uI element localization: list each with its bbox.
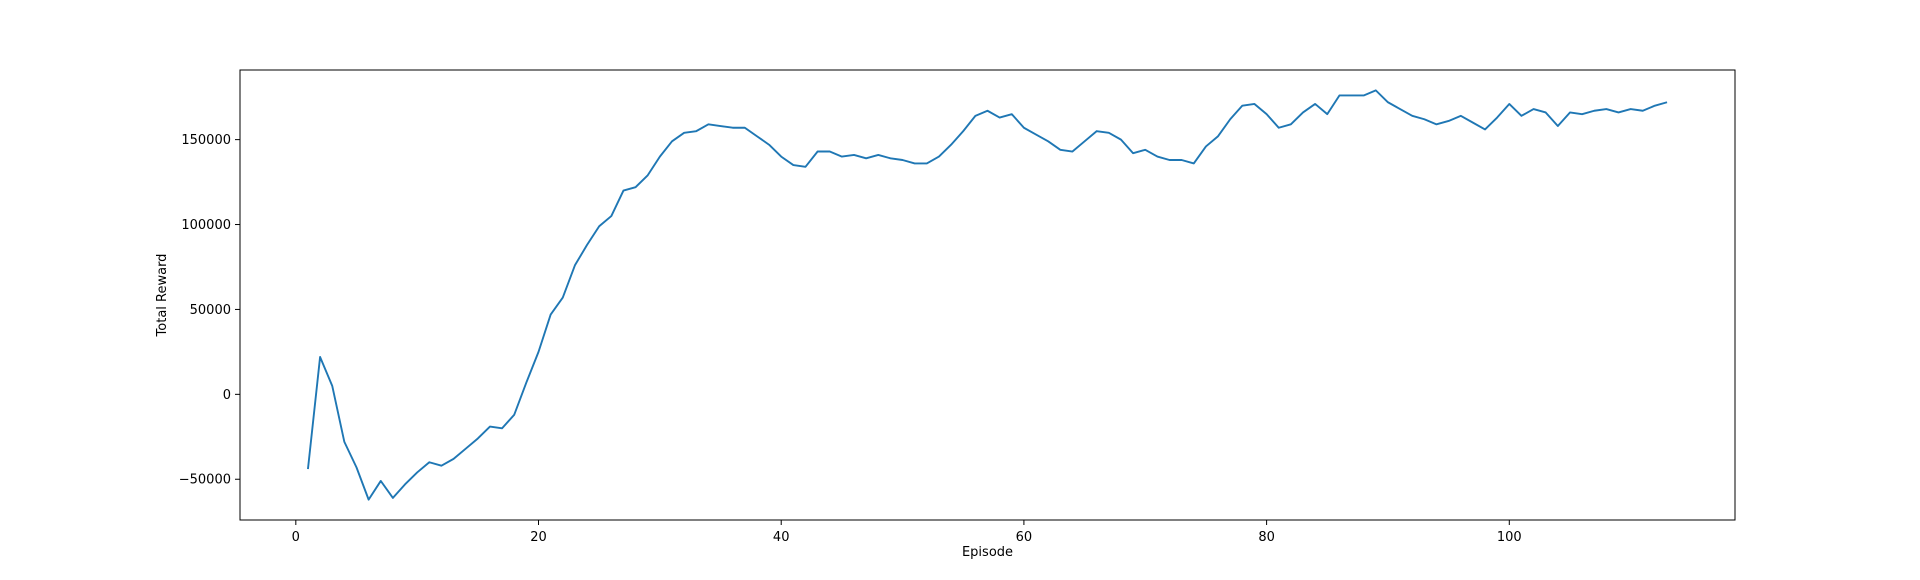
x-tick-label: 100 <box>1497 530 1522 545</box>
y-tick-label: 100000 <box>181 218 231 233</box>
x-tick-label: 60 <box>1016 530 1033 545</box>
y-tick-label: −50000 <box>179 473 231 488</box>
x-tick-label: 80 <box>1258 530 1275 545</box>
y-axis-label: Total Reward <box>155 254 170 338</box>
x-tick-label: 40 <box>773 530 790 545</box>
x-tick-label: 20 <box>530 530 547 545</box>
y-tick-label: 0 <box>223 388 231 403</box>
y-tick-label: 150000 <box>181 133 231 148</box>
series-layer <box>307 89 1668 501</box>
plot-frame <box>239 69 1736 521</box>
x-tick-label: 0 <box>292 530 300 545</box>
x-axis-ticks: 0 20 40 60 80 100 <box>292 520 1522 545</box>
series-line-0 <box>307 89 1668 501</box>
y-axis-ticks: −50000 0 50000 100000 150000 <box>179 133 240 488</box>
x-axis-label: Episode <box>962 545 1013 560</box>
y-tick-label: 50000 <box>190 303 231 318</box>
